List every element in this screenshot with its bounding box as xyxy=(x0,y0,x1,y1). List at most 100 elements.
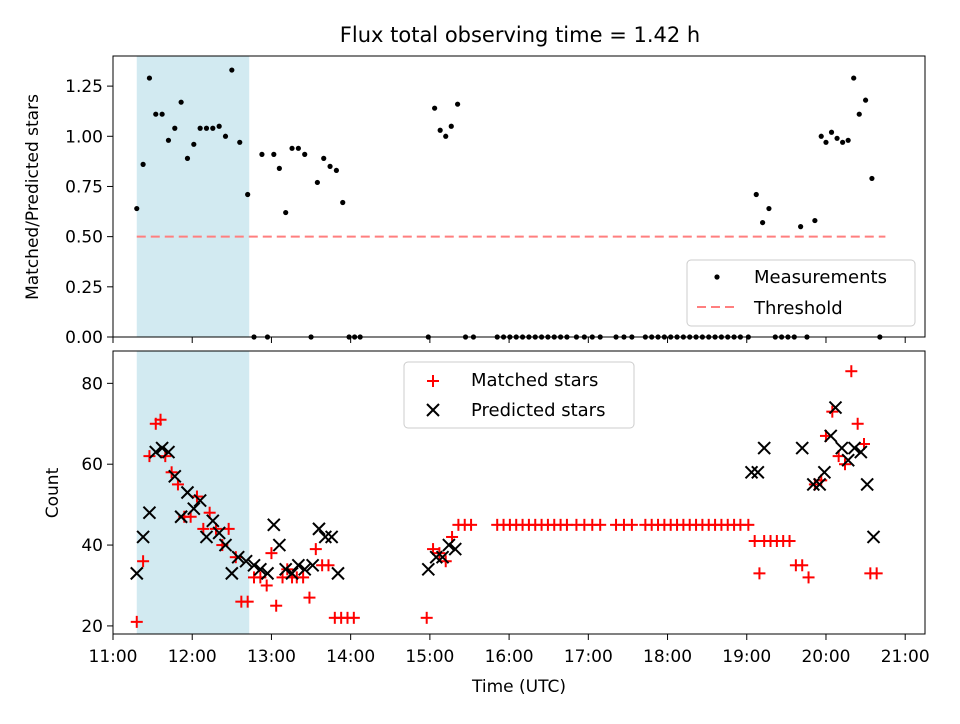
measurement-point xyxy=(302,151,308,157)
legend-threshold: Threshold xyxy=(753,298,843,319)
x-tick-label: 20:00 xyxy=(801,647,850,667)
measurement-point xyxy=(203,125,210,131)
predicted-point xyxy=(795,441,809,455)
predicted-point xyxy=(260,566,275,581)
y-tick-label: 80 xyxy=(81,374,103,394)
matched-point xyxy=(753,567,766,580)
measurement-point xyxy=(276,165,282,171)
y-tick-label: 20 xyxy=(81,617,103,637)
x-tick-label: 21:00 xyxy=(881,647,930,667)
predicted-point xyxy=(130,566,144,581)
predicted-point xyxy=(291,558,306,572)
measurement-point xyxy=(245,191,251,198)
y-tick-label: 0.25 xyxy=(65,278,103,298)
top-y-ticks: 0.00 0.25 0.50 0.75 1.00 1.25 xyxy=(65,77,113,348)
x-tick-label: 19:00 xyxy=(722,647,771,667)
measurement-point xyxy=(432,105,438,111)
matched-point xyxy=(347,611,360,624)
predicted-point xyxy=(744,465,759,479)
measurement-point xyxy=(259,151,265,157)
matched-point xyxy=(851,417,864,430)
predicted-point xyxy=(267,518,281,532)
y-tick-label: 60 xyxy=(81,455,103,475)
matched-point xyxy=(845,365,858,378)
matched-point xyxy=(303,591,316,604)
predicted-point xyxy=(751,465,765,479)
x-tick-label: 12:00 xyxy=(168,647,217,667)
top-panel: 0.00 0.25 0.50 0.75 1.00 1.25 Matched/Predict… xyxy=(23,55,926,348)
predicted-point xyxy=(841,453,855,467)
top-legend: Measurements Threshold xyxy=(686,259,916,327)
matched-point xyxy=(241,595,254,608)
matched-point xyxy=(322,559,335,572)
legend-measurements: Measurements xyxy=(754,267,887,288)
predicted-point xyxy=(168,469,182,484)
bottom-y-ticks: 20 40 60 80 xyxy=(81,374,113,637)
measurement-point xyxy=(766,205,772,212)
x-axis-label: Time (UTC) xyxy=(471,677,566,697)
predicted-points xyxy=(130,400,881,581)
predicted-point xyxy=(278,562,293,577)
matched-point xyxy=(802,571,815,584)
predicted-point xyxy=(824,429,838,443)
measurement-point xyxy=(237,139,243,145)
predicted-point xyxy=(312,522,326,536)
predicted-point xyxy=(218,538,233,552)
predicted-point xyxy=(247,558,261,572)
predicted-point xyxy=(225,566,239,581)
measurement-point xyxy=(172,125,178,131)
bottom-x-ticks: 11:00 12:00 13:00 14:00 15:00 16:00 17:00 18:00… xyxy=(89,634,930,667)
predicted-point xyxy=(253,562,268,577)
bottom-y-label: Count xyxy=(43,467,63,518)
x-tick-label: 17:00 xyxy=(564,647,613,667)
matched-point xyxy=(594,518,607,531)
x-tick-label: 13:00 xyxy=(247,647,296,667)
measurement-point xyxy=(455,101,461,107)
predicted-point xyxy=(155,441,169,455)
measurement-point xyxy=(845,137,851,143)
measurement-point xyxy=(327,163,333,169)
x-tick-label: 11:00 xyxy=(89,647,138,667)
measurement-point xyxy=(165,137,172,143)
measurement-point xyxy=(153,111,159,117)
y-tick-label: 40 xyxy=(81,536,103,556)
matched-point xyxy=(137,555,150,568)
predicted-point xyxy=(212,526,226,540)
measurement-point xyxy=(210,125,216,131)
predicted-point xyxy=(757,441,771,455)
predicted-point xyxy=(421,562,436,577)
x-tick-label: 16:00 xyxy=(485,647,534,667)
bottom-axes-frame xyxy=(112,350,926,635)
predicted-point xyxy=(161,445,176,459)
matched-points xyxy=(130,365,883,628)
matched-point xyxy=(309,543,322,556)
measurement-point xyxy=(321,155,327,161)
chart-title: Flux total observing time = 1.42 h xyxy=(340,23,700,47)
matched-point xyxy=(420,611,433,624)
measurement-point xyxy=(840,139,846,145)
predicted-point xyxy=(136,530,150,544)
matched-point xyxy=(130,615,143,628)
legend-predicted-marker xyxy=(426,403,440,417)
matched-point xyxy=(154,413,167,426)
predicted-point xyxy=(298,562,312,577)
measurement-point xyxy=(760,219,766,226)
measurement-point xyxy=(443,133,449,139)
predicted-point xyxy=(448,542,462,556)
predicted-point xyxy=(174,510,188,524)
predicted-point xyxy=(285,566,299,581)
top-shaded-interval xyxy=(136,56,250,337)
measurement-point xyxy=(289,145,295,151)
matched-point xyxy=(742,518,755,531)
predicted-point xyxy=(318,530,333,544)
predicted-point xyxy=(331,566,345,581)
y-tick-label: 1.00 xyxy=(65,127,103,147)
measurement-point xyxy=(314,179,320,186)
matched-point xyxy=(229,551,242,564)
measurement-point xyxy=(216,123,222,129)
predicted-point xyxy=(817,465,832,479)
predicted-point xyxy=(149,445,163,459)
top-x-ticks xyxy=(112,337,906,343)
measurement-point xyxy=(184,155,191,161)
